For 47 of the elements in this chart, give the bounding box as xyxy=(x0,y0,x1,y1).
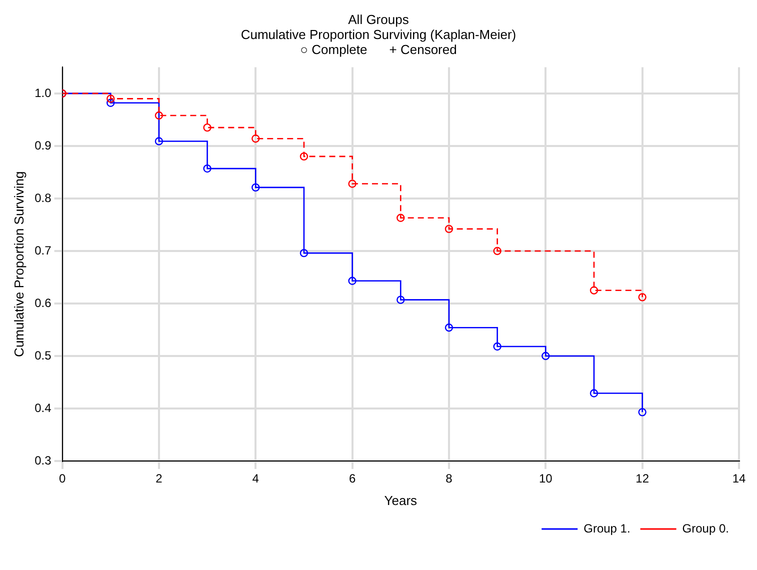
point xyxy=(203,123,212,132)
legend-label: Group 1. xyxy=(584,521,630,536)
point xyxy=(300,248,308,258)
point xyxy=(590,389,598,398)
y-tick-label: 1.0 xyxy=(34,86,52,100)
point xyxy=(493,342,502,351)
x-tick-label: 6 xyxy=(348,472,356,486)
point xyxy=(396,296,405,304)
x-tick-label: 4 xyxy=(252,472,260,486)
point xyxy=(542,352,550,360)
point xyxy=(106,94,115,103)
point xyxy=(444,324,454,332)
text: ○ Complete xyxy=(300,42,368,57)
point xyxy=(252,134,260,143)
point xyxy=(396,214,405,222)
y-tick-label: 0.6 xyxy=(34,296,52,310)
y-tick-label: 0.4 xyxy=(34,400,52,415)
point xyxy=(252,183,260,192)
chart-title: All Groups xyxy=(347,12,410,27)
point xyxy=(493,246,502,256)
point xyxy=(590,286,598,294)
point xyxy=(300,152,308,161)
point xyxy=(203,164,212,173)
x-tick-label: 10 xyxy=(538,472,553,486)
chart-subtitle: Cumulative Proportion Surviving (Kaplan-Meier) xyxy=(240,27,518,42)
point xyxy=(348,180,356,188)
y-tick-label: 0.5 xyxy=(34,348,52,362)
x-axis-title: Years xyxy=(384,492,418,508)
y-tick-label: 0.9 xyxy=(34,138,52,152)
x-tick-label: 8 xyxy=(446,472,453,486)
y-tick-label: 0.3 xyxy=(34,453,52,468)
legend-label: Group 0. xyxy=(682,521,730,536)
point xyxy=(638,408,646,416)
y-axis-title: Cumulative Proportion Surviving xyxy=(11,171,26,357)
text: + Censored xyxy=(389,42,457,57)
x-tick-label: 0 xyxy=(58,472,66,486)
point xyxy=(154,137,164,146)
y-tick-label: 0.8 xyxy=(34,190,52,205)
x-tick-label: 12 xyxy=(636,472,650,486)
point xyxy=(638,293,646,302)
point xyxy=(106,98,115,108)
x-tick-label: 14 xyxy=(732,472,746,486)
x-tick-label: 2 xyxy=(156,472,163,486)
point xyxy=(154,111,164,120)
point xyxy=(444,224,454,234)
y-tick-label: 0.7 xyxy=(34,243,52,258)
point xyxy=(348,276,356,285)
